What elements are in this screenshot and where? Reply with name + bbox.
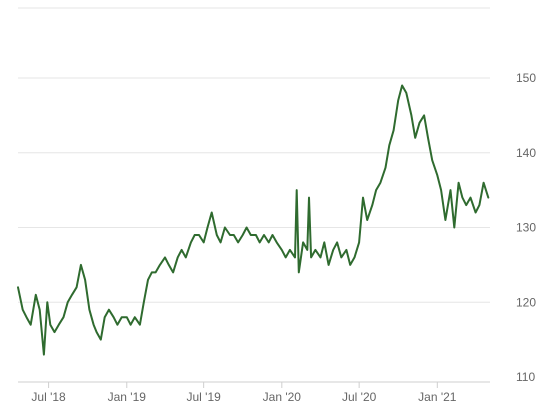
grid-lines <box>18 7 490 303</box>
x-tick-label: Jan '20 <box>263 390 302 404</box>
series-line <box>17 84 490 356</box>
x-tick-label: Jul '20 <box>342 390 377 404</box>
x-tick-label: Jan '19 <box>108 390 147 404</box>
y-tick-label: 110 <box>516 370 535 384</box>
y-tick-label: 120 <box>516 295 536 309</box>
series-layer <box>17 84 490 356</box>
y-axis-labels: 110 120 130 140 150 <box>516 71 536 384</box>
x-tick-label: Jul '18 <box>31 390 66 404</box>
x-axis <box>18 381 490 388</box>
y-tick-label: 150 <box>516 71 536 85</box>
x-tick-label: Jul '19 <box>186 390 221 404</box>
y-tick-label: 130 <box>516 221 536 235</box>
x-tick-label: Jan '21 <box>418 390 457 404</box>
x-axis-labels: Jul '18 Jan '19 Jul '19 Jan '20 Jul '20 Jan '… <box>31 390 456 404</box>
y-tick-label: 140 <box>516 146 536 160</box>
